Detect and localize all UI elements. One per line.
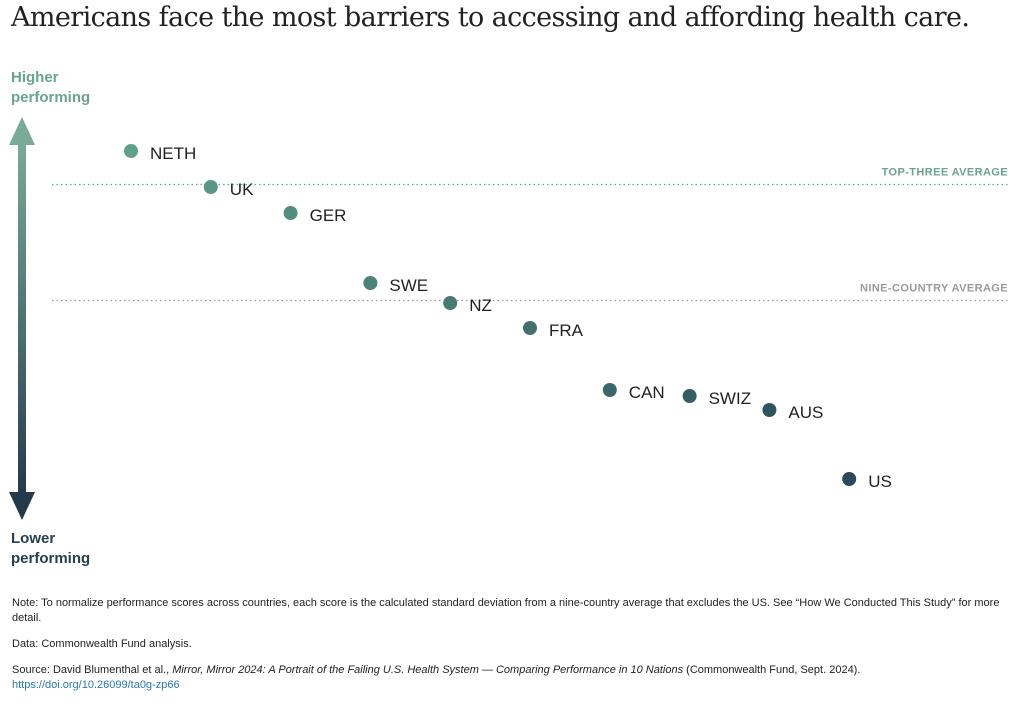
data-label-aus: AUS xyxy=(788,403,823,422)
reference-line-label: NINE-COUNTRY AVERAGE xyxy=(860,283,1008,295)
data-point-uk xyxy=(203,180,218,194)
data-point-us xyxy=(842,472,857,486)
data-label-swe: SWE xyxy=(389,276,428,295)
data-point-swe xyxy=(363,276,378,290)
data-label-can: CAN xyxy=(629,383,665,402)
chart-title: Americans face the most barriers to acce… xyxy=(11,2,970,33)
chart-notes: Note: To normalize performance scores ac… xyxy=(12,596,1002,704)
data-label-nz: NZ xyxy=(469,296,492,315)
data-point-fra xyxy=(523,321,537,335)
performance-arrow-icon xyxy=(9,117,35,520)
data-label-swiz: SWIZ xyxy=(709,389,752,408)
reference-line-label: TOP-THREE AVERAGE xyxy=(882,167,1008,179)
data-label-uk: UK xyxy=(230,180,254,199)
data-label-ger: GER xyxy=(310,206,347,225)
source-suffix: (Commonwealth Fund, Sept. 2024). xyxy=(683,664,861,676)
data-point-ger xyxy=(283,206,298,220)
data-point-nz xyxy=(443,296,458,310)
source-link[interactable]: https://doi.org/10.26099/ta0g-zp66 xyxy=(12,679,180,691)
data-label-neth: NETH xyxy=(150,144,196,163)
data-point-can xyxy=(602,383,617,397)
data-label-fra: FRA xyxy=(549,321,584,340)
scatter-chart: TOP-THREE AVERAGE NINE-COUNTRY AVERAGE NE… xyxy=(9,117,1008,520)
source-title: Mirror, Mirror 2024: A Portrait of the F… xyxy=(172,664,684,676)
source-text: Source: David Blumenthal et al., Mirror,… xyxy=(12,663,1002,693)
data-point-aus xyxy=(762,403,777,417)
high-label-line2: performing xyxy=(11,89,91,106)
higher-performing-label: Higher performing xyxy=(11,68,90,108)
data-text: Data: Commonwealth Fund analysis. xyxy=(12,638,192,650)
lower-performing-label: Lower performing xyxy=(11,529,90,569)
low-label-line2: performing xyxy=(11,550,91,567)
low-label-line1: Lower xyxy=(11,530,56,547)
source-prefix: Source: David Blumenthal et al., xyxy=(12,664,173,676)
data-point-swiz xyxy=(682,389,697,403)
high-label-line1: Higher xyxy=(11,69,59,86)
data-label-us: US xyxy=(868,472,892,491)
note-text: Note: To normalize performance scores ac… xyxy=(12,597,1000,624)
data-point-neth xyxy=(124,144,138,158)
